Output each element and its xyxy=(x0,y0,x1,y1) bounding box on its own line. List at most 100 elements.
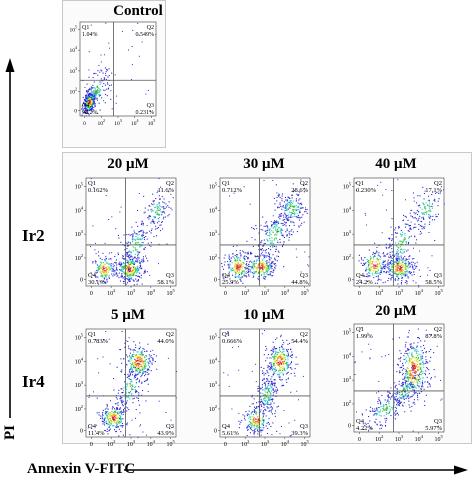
q4-name: Q4 xyxy=(222,272,231,279)
x-tick-label: 105 xyxy=(434,434,443,443)
plot-title-ir4-5: 5 μM xyxy=(111,307,145,323)
y-tick-label: 105 xyxy=(209,333,218,342)
q3-name: Q3 xyxy=(434,418,442,425)
x-tick-label: 105 xyxy=(166,439,175,448)
y-tick-label: 0 xyxy=(80,278,83,284)
q1-name: Q1 xyxy=(222,331,230,338)
y-tick-label: 102 xyxy=(209,404,217,413)
x-tick-label: 105 xyxy=(148,118,156,127)
x-tick-label: 105 xyxy=(300,288,309,297)
x-tick-label: 0 xyxy=(83,121,86,127)
y-axis-label: PI xyxy=(2,425,18,440)
y-tick-label: 104 xyxy=(70,45,78,54)
y-tick-label: 104 xyxy=(209,205,218,214)
q1-percent: 0.230% xyxy=(356,187,377,194)
x-tick-label: 104 xyxy=(281,439,290,448)
plot-title-control: Control xyxy=(113,3,163,19)
q4-name: Q4 xyxy=(356,418,365,425)
q1-percent: 0.783% xyxy=(88,338,109,345)
y-tick-label: 105 xyxy=(75,333,84,342)
y-tick-label: 104 xyxy=(343,351,352,360)
plot-title-ir4-20: 20 μM xyxy=(375,303,417,319)
y-tick-label: 102 xyxy=(209,253,217,262)
x-tick-label: 103 xyxy=(395,288,404,297)
plot-area xyxy=(353,323,445,433)
event-dots xyxy=(221,179,310,285)
x-tick-label: 104 xyxy=(147,439,156,448)
q1-name: Q1 xyxy=(222,180,230,187)
x-tick-label: 102 xyxy=(375,434,383,443)
y-tick-label: 102 xyxy=(75,253,83,262)
y-tick-label: 103 xyxy=(209,380,218,389)
q2-percent: 11.6% xyxy=(157,187,174,194)
x-tick-label: 0 xyxy=(358,437,361,443)
q1-name: Q1 xyxy=(88,180,96,187)
y-tick-label: 103 xyxy=(70,66,78,75)
q2-name: Q2 xyxy=(300,180,308,187)
q3-percent: 58.1% xyxy=(157,279,174,286)
q2-name: Q2 xyxy=(300,331,308,338)
plot-area xyxy=(85,328,177,438)
q3-percent: 5.97% xyxy=(425,425,442,432)
y-tick-label: 103 xyxy=(343,229,352,238)
q4-name: Q4 xyxy=(82,103,89,109)
q4-percent: 11.4% xyxy=(88,430,105,437)
y-tick-label: 102 xyxy=(343,399,351,408)
y-tick-label: 0 xyxy=(80,429,83,435)
q2-percent: 54.4% xyxy=(291,338,308,345)
x-tick-label: 103 xyxy=(114,118,122,127)
x-tick-label: 105 xyxy=(434,288,443,297)
y-tick-label: 0 xyxy=(74,108,77,114)
q4-name: Q4 xyxy=(88,423,97,430)
x-tick-label: 0 xyxy=(224,442,227,448)
q4-name: Q4 xyxy=(222,423,231,430)
q4-percent: 4.22% xyxy=(356,425,373,432)
q4-name: Q4 xyxy=(356,272,365,279)
x-tick-label: 103 xyxy=(127,288,136,297)
q3-name: Q3 xyxy=(300,272,308,279)
event-dots xyxy=(355,179,445,286)
q2-percent: 0.549% xyxy=(136,32,155,38)
x-tick-label: 104 xyxy=(131,118,139,127)
q4-percent: 24.2% xyxy=(356,279,373,286)
y-tick-label: 103 xyxy=(75,380,84,389)
q2-percent: 28.6% xyxy=(291,187,308,194)
y-tick-label: 104 xyxy=(75,356,84,365)
q3-percent: 0.231% xyxy=(136,110,155,116)
q2-name: Q2 xyxy=(166,180,174,187)
x-tick-label: 104 xyxy=(415,434,424,443)
plot-area xyxy=(219,177,311,287)
plot-area xyxy=(353,177,445,287)
y-tick-label: 0 xyxy=(214,278,217,284)
q2-name: Q2 xyxy=(434,180,442,187)
q1-name: Q1 xyxy=(356,180,364,187)
q1-percent: 0.162% xyxy=(88,187,109,194)
y-tick-label: 105 xyxy=(343,328,352,337)
q3-percent: 43.9% xyxy=(157,430,174,437)
y-tick-label: 104 xyxy=(75,205,84,214)
q2-percent: 87.8% xyxy=(425,333,442,340)
x-tick-label: 102 xyxy=(98,118,106,127)
q3-name: Q3 xyxy=(166,272,174,279)
x-tick-label: 104 xyxy=(147,288,156,297)
q1-name: Q1 xyxy=(356,326,364,333)
y-tick-label: 103 xyxy=(75,229,84,238)
x-tick-label: 102 xyxy=(375,288,383,297)
y-tick-label: 0 xyxy=(214,429,217,435)
y-tick-label: 0 xyxy=(348,424,351,430)
q1-percent: 1.99% xyxy=(356,333,373,340)
x-tick-label: 103 xyxy=(395,434,404,443)
q1-percent: 0.712% xyxy=(222,187,243,194)
plot-title-ir2-20: 20 μM xyxy=(107,156,149,172)
y-tick-label: 103 xyxy=(343,375,352,384)
y-tick-label: 102 xyxy=(70,87,78,96)
y-tick-label: 103 xyxy=(209,229,218,238)
x-axis-arrowhead xyxy=(454,465,468,475)
q1-name: Q1 xyxy=(82,25,89,31)
x-tick-label: 0 xyxy=(224,291,227,297)
x-axis-label: Annexin V-FITC xyxy=(27,461,136,477)
